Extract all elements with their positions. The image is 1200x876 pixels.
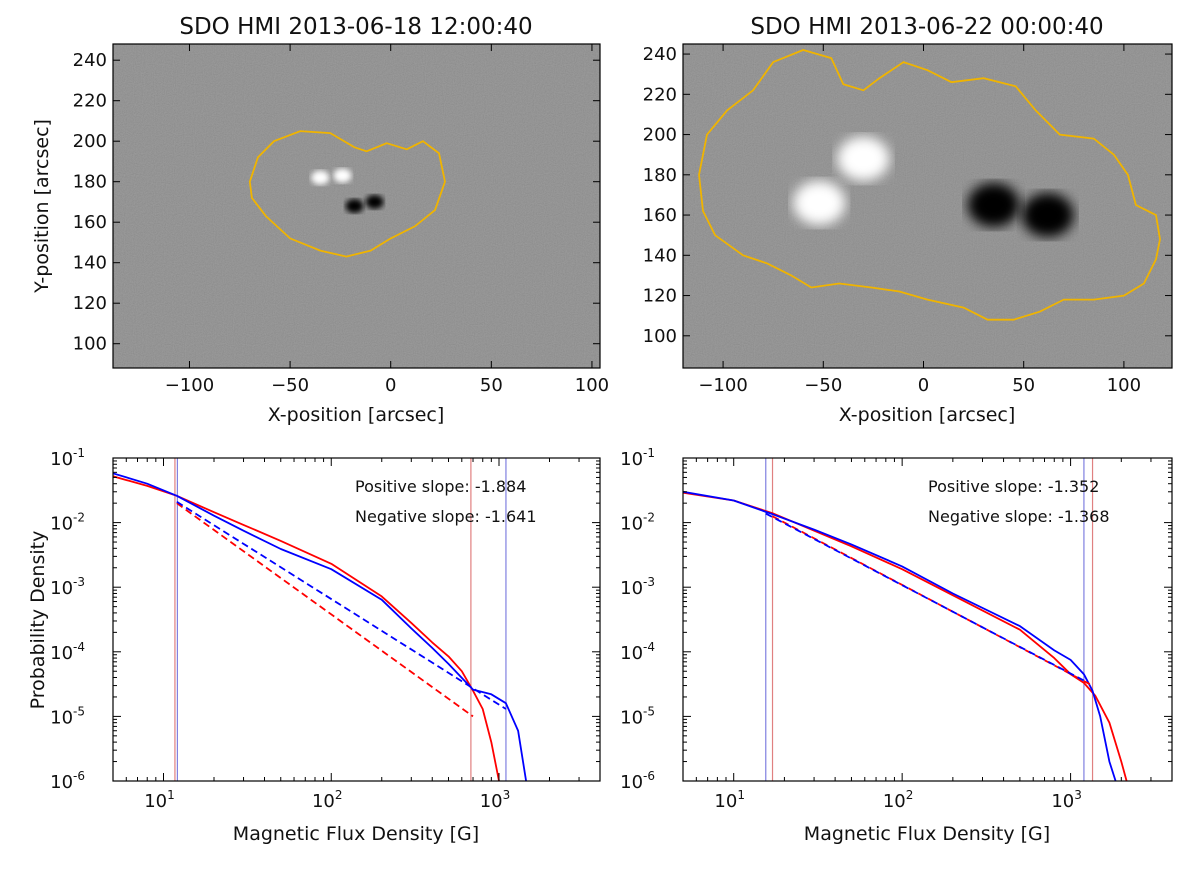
axis-ticks: −100 −50 0 50 100 100 120 140 160 180 200 220 240: [73, 44, 609, 396]
y-tick-label: 160: [643, 205, 677, 226]
y-tick-label: 10-1: [620, 446, 655, 470]
negative-polarity-spot: [967, 182, 1020, 227]
positive-polarity-spot: [793, 180, 846, 225]
y-tick-label: 120: [73, 293, 107, 314]
series-positive-fit: [176, 502, 474, 718]
negative-polarity-spot: [345, 199, 364, 213]
series-positive: [683, 491, 1128, 781]
y-tick-label: 160: [73, 212, 107, 233]
negative-polarity-spot: [365, 194, 384, 209]
x-tick-label: 101: [714, 788, 745, 812]
positive-slope-annotation: Positive slope: -1.884: [355, 477, 526, 496]
y-tick-label: 200: [643, 125, 677, 146]
x-axis-label: Magnetic Flux Density [G]: [804, 823, 1050, 845]
negative-polarity-spot: [1021, 193, 1074, 238]
axis-ticks: −100 −50 0 50 100 100 120 140 160 180 200 220 240: [643, 44, 1172, 396]
series-negative: [683, 490, 1117, 781]
y-tick-label: 10-2: [50, 511, 85, 535]
plot-frame: [112, 43, 601, 369]
y-tick-label: 180: [73, 172, 107, 193]
pdf-series: [683, 490, 1128, 781]
y-axis-label: Probability Density: [27, 531, 49, 710]
pdf-panel-right: 101 102 103 10-1 10-2 10-3 10-4 10-5 10-6 Positi…: [620, 446, 1173, 845]
y-tick-label: 100: [73, 334, 107, 355]
magnetogram-spots: [311, 168, 384, 213]
magnetogram-noise: [683, 44, 1172, 368]
x-tick-label: 102: [312, 788, 343, 812]
pdf-series: [113, 472, 527, 781]
x-tick-label: 100: [575, 375, 609, 396]
y-tick-label: 10-5: [620, 704, 655, 728]
y-tick-label: 120: [643, 286, 677, 307]
y-tick-label: 200: [73, 131, 107, 152]
panel-right-title: SDO HMI 2013-06-22 00:00:40: [750, 14, 1103, 40]
positive-polarity-spot: [333, 168, 352, 183]
x-axis-label: Magnetic Flux Density [G]: [233, 823, 479, 845]
y-tick-label: 10-6: [50, 769, 85, 793]
x-tick-label: 50: [1012, 375, 1035, 396]
region-contour: [248, 130, 446, 258]
plot-frame: [112, 457, 601, 782]
y-tick-label: 140: [73, 253, 107, 274]
axis-ticks: 101 102 103 10-1 10-2 10-3 10-4 10-5 10-6: [620, 446, 1173, 812]
y-tick-label: 10-3: [50, 575, 85, 599]
x-tick-label: −100: [165, 375, 214, 396]
plot-frame: [682, 43, 1173, 369]
x-tick-label: −50: [271, 375, 309, 396]
y-tick-label: 10-3: [620, 575, 655, 599]
x-tick-label: 103: [1051, 788, 1082, 812]
x-tick-label: −100: [698, 375, 747, 396]
threshold-lines: [765, 458, 1094, 781]
x-tick-label: −50: [804, 375, 842, 396]
positive-polarity-spot: [837, 136, 890, 181]
series-negative: [113, 472, 527, 781]
y-tick-label: 180: [643, 165, 677, 186]
x-tick-label: 0: [385, 375, 396, 396]
pdf-panel-left: 101 102 103 10-1 10-2 10-3 10-4 10-5 10-6 Positi…: [27, 446, 601, 845]
y-tick-label: 10-2: [620, 511, 655, 535]
positive-polarity-spot: [311, 170, 330, 185]
positive-slope-annotation: Positive slope: -1.352: [928, 477, 1099, 496]
y-axis-label: Y-position [arcsec]: [31, 119, 53, 294]
x-axis-label: X-position [arcsec]: [268, 404, 445, 426]
y-tick-label: 10-6: [620, 769, 655, 793]
series-negative-fit: [765, 512, 1085, 682]
x-tick-label: 50: [480, 375, 503, 396]
panel-left-title: SDO HMI 2013-06-18 12:00:40: [179, 14, 532, 40]
y-tick-label: 220: [643, 84, 677, 105]
y-tick-label: 10-1: [50, 446, 85, 470]
series-negative-fit: [176, 501, 507, 710]
negative-slope-annotation: Negative slope: -1.368: [928, 507, 1110, 526]
y-tick-label: 140: [643, 245, 677, 266]
y-tick-label: 10-5: [50, 704, 85, 728]
x-tick-label: 0: [918, 375, 929, 396]
axis-ticks: 101 102 103 10-1 10-2 10-3 10-4 10-5 10-6: [50, 446, 601, 812]
y-tick-label: 10-4: [50, 640, 85, 664]
x-tick-label: 100: [1107, 375, 1141, 396]
x-tick-label: 103: [480, 788, 511, 812]
x-axis-label: X-position [arcsec]: [839, 404, 1016, 426]
threshold-lines: [174, 458, 507, 781]
y-tick-label: 10-4: [620, 640, 655, 664]
x-tick-label: 101: [144, 788, 175, 812]
x-tick-label: 102: [883, 788, 914, 812]
plot-frame: [682, 457, 1173, 782]
region-contour: [698, 49, 1161, 321]
y-tick-label: 240: [73, 50, 107, 71]
series-positive: [113, 475, 500, 781]
negative-slope-annotation: Negative slope: -1.641: [355, 507, 537, 526]
magnetogram-panel-right: SDO HMI 2013-06-22 00:00:40 −100 −50 0 50 10…: [643, 14, 1173, 426]
y-tick-label: 240: [643, 44, 677, 65]
y-tick-label: 220: [73, 91, 107, 112]
magnetogram-spots: [793, 136, 1074, 238]
y-tick-label: 100: [643, 326, 677, 347]
magnetogram-panel-left: SDO HMI 2013-06-18 12:00:40 −100 −50 0 50 10…: [31, 14, 609, 426]
